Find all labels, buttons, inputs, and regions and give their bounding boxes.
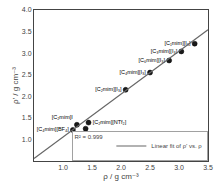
svg-text:3.5: 3.5	[203, 164, 213, 171]
svg-text:[C₂mim][NTf₂]: [C₂mim][NTf₂]	[93, 119, 127, 125]
svg-text:2.5: 2.5	[145, 164, 155, 171]
svg-text:[C₂mim]I: [C₂mim]I	[52, 114, 74, 120]
svg-text:1.5: 1.5	[22, 114, 32, 121]
svg-text:[C₃mim][I₃]: [C₃mim][I₃]	[151, 48, 178, 54]
svg-text:[C₁mim][I₃]: [C₁mim][I₃]	[164, 40, 191, 46]
svg-text:[C₆mim][I₃]: [C₆mim][I₃]	[139, 57, 166, 63]
svg-text:3.5: 3.5	[22, 28, 32, 35]
svg-text:ρ’ / g cm⁻³: ρ’ / g cm⁻³	[11, 67, 20, 104]
svg-text:2.0: 2.0	[116, 164, 126, 171]
svg-text:R² = 0.999: R² = 0.999	[75, 134, 104, 140]
svg-text:2.0: 2.0	[22, 93, 32, 100]
svg-text:[C₄mim][BF₄]: [C₄mim][BF₄]	[37, 126, 69, 132]
svg-text:Linear fit of ρ’ vs. ρ: Linear fit of ρ’ vs. ρ	[151, 143, 202, 149]
svg-text:[C₄mim][I₃]: [C₄mim][I₃]	[119, 69, 146, 75]
svg-text:3.0: 3.0	[22, 50, 32, 57]
svg-text:4.0: 4.0	[22, 6, 32, 13]
svg-text:1.0: 1.0	[58, 164, 68, 171]
svg-text:1.0: 1.0	[22, 136, 32, 143]
svg-text:3.0: 3.0	[174, 164, 184, 171]
svg-text:[C₂mim][I₃]: [C₂mim][I₃]	[95, 86, 122, 92]
svg-text:1.5: 1.5	[87, 164, 97, 171]
svg-text:ρ / g cm⁻³: ρ / g cm⁻³	[103, 172, 139, 181]
svg-text:2.5: 2.5	[22, 71, 32, 78]
